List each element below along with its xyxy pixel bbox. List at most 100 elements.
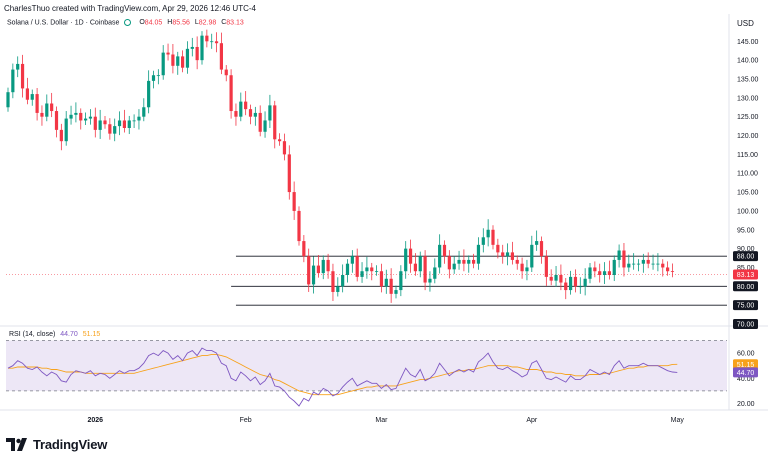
candle-body [311, 265, 316, 285]
time-label: 2026 [88, 417, 104, 424]
candle-body [292, 192, 296, 211]
candle-body [569, 276, 573, 291]
candle [413, 253, 417, 276]
candle [598, 263, 602, 283]
candle-body [641, 259, 645, 264]
candle [195, 36, 199, 70]
separator-lines [0, 14, 768, 411]
candle [394, 285, 398, 299]
candle-body [224, 69, 228, 76]
candle [399, 265, 403, 297]
candle-body [365, 267, 369, 272]
high-label: H [167, 19, 173, 27]
candle-body [307, 256, 311, 285]
candle [365, 256, 369, 279]
candle-body [452, 263, 456, 270]
candle [375, 265, 379, 276]
rsi-badge-51.15-bg [733, 359, 758, 370]
candle-body [98, 120, 102, 130]
candle [190, 37, 194, 57]
symbol-legend: Solana / U.S. Dollar · 1D · Coinbase O84… [7, 19, 244, 26]
candle-body [59, 129, 63, 142]
candle [530, 235, 534, 272]
time-label: Feb [240, 417, 252, 424]
candle-body [181, 56, 185, 68]
candle [16, 56, 20, 78]
price-badge-83.13: 83.13 [733, 269, 758, 280]
price-axis: 145.00 140.00 135.00 130.00 125.00 120.00 115.… [737, 39, 759, 310]
candle [481, 228, 485, 253]
candle-body [69, 114, 73, 119]
rsi-band-fill [6, 340, 727, 391]
candle [98, 109, 102, 139]
price-tick-label: 115.00 [737, 152, 758, 159]
candle-body [166, 52, 170, 55]
candle [423, 250, 427, 291]
price-badge-88.00-text: 88.00 [737, 254, 755, 261]
price-tick-label: 95.00 [737, 227, 755, 234]
candle-body [462, 259, 466, 264]
candle-body [40, 112, 44, 117]
candle [418, 251, 422, 278]
candle-body [607, 271, 611, 275]
candle-body [117, 120, 122, 127]
candle-body [321, 259, 325, 274]
candle [549, 269, 553, 286]
candle-body [341, 275, 345, 287]
price-badge-88.00-bg [733, 251, 758, 262]
candle-body [661, 263, 665, 268]
candle-body [137, 116, 141, 121]
price-badge-80.00-text: 80.00 [737, 284, 755, 291]
time-label: Mar [375, 417, 388, 424]
candle [379, 263, 384, 293]
candle [282, 133, 287, 161]
candle [641, 253, 645, 273]
candle [302, 235, 306, 263]
rsi-ma-line [8, 353, 678, 396]
candle-body [25, 88, 29, 100]
candle [661, 259, 665, 277]
candle [384, 269, 388, 294]
candle [151, 70, 156, 89]
candle-body [210, 41, 214, 43]
chart-attribution: CharlesThuo created with TradingView.com… [4, 4, 256, 13]
candle [447, 250, 451, 279]
rsi-badge-44.70-bg [733, 367, 758, 378]
candle-body [6, 92, 10, 108]
candle-body [539, 241, 544, 257]
candle [88, 109, 93, 125]
candle-body [161, 52, 165, 76]
candle-body [316, 265, 320, 274]
candle-body [389, 278, 393, 294]
candle-body [501, 252, 505, 257]
candle-body [423, 256, 427, 283]
rsi-tick-label: 40.00 [737, 376, 755, 383]
tradingview-logo[interactable]: TradingView [6, 437, 107, 452]
candle [360, 262, 364, 283]
candle [205, 29, 209, 48]
candle [607, 260, 611, 280]
candle [525, 259, 529, 281]
candle [539, 236, 544, 264]
candle-body [433, 267, 437, 279]
candle-body [278, 139, 282, 142]
candle [122, 109, 126, 133]
price-badge-88.00: 88.00 [733, 251, 758, 262]
candle [602, 262, 607, 285]
candle-body [331, 271, 335, 292]
price-badge-70.00-bg [733, 319, 758, 329]
candle-body [360, 271, 364, 277]
candle [428, 271, 432, 292]
candle [345, 259, 350, 283]
candle-body [108, 124, 112, 134]
candle-body [612, 259, 616, 275]
candle-body [559, 275, 563, 283]
candle [627, 254, 631, 272]
candle [501, 244, 505, 264]
candle-body [583, 278, 587, 287]
candle-body [297, 210, 301, 242]
candle-body [399, 271, 403, 291]
candle [103, 115, 107, 129]
